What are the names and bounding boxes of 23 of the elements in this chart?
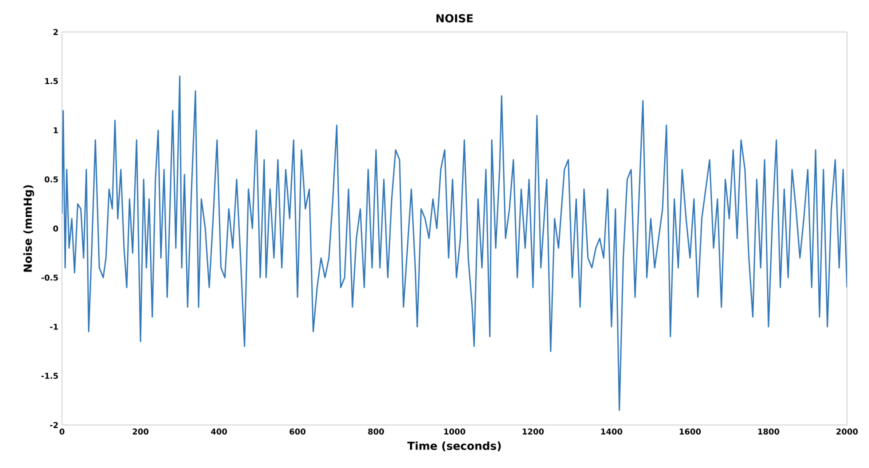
x-axis-title: Time (seconds) [407, 441, 501, 452]
y-tick-label: 1 [54, 127, 58, 134]
x-tick-label: 1800 [758, 428, 780, 435]
x-tick-label: 1000 [444, 428, 466, 435]
x-tick-label: 800 [368, 428, 384, 435]
y-tick-label: 0 [53, 225, 58, 232]
y-tick-label: -1.5 [41, 372, 58, 379]
x-tick-label: 1200 [522, 428, 544, 435]
x-tick-label: 0 [60, 428, 64, 435]
chart-title: NOISE [436, 14, 473, 22]
x-tick-label: 1400 [601, 428, 622, 435]
y-tick-label: -0.5 [41, 274, 58, 281]
y-axis-title: Noise (mmHg) [23, 185, 34, 272]
y-tick-label: -2 [50, 422, 58, 428]
x-tick-label: 400 [211, 428, 227, 435]
x-tick-label: 2000 [836, 428, 858, 435]
y-tick-label: 0.5 [44, 176, 58, 182]
y-tick-label: 1.5 [45, 78, 58, 84]
x-tick-label: 600 [290, 428, 306, 435]
y-tick-label: -1 [50, 324, 58, 330]
x-tick-label: 1600 [680, 428, 701, 435]
y-tick-label: 2 [54, 29, 58, 35]
x-tick-label: 200 [132, 428, 148, 435]
